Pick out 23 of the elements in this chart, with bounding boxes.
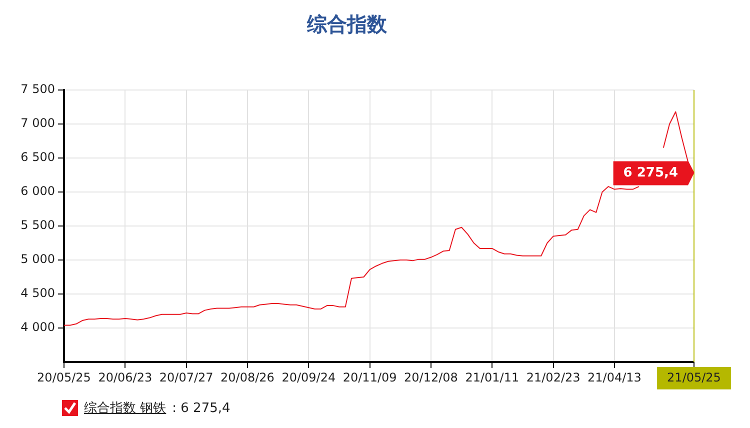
x-tick-label: 20/09/24 [282,370,336,384]
x-tick-label: 20/07/27 [159,370,214,384]
y-tick-label: 4 000 [20,320,55,334]
x-tick-label: 21/02/23 [526,370,580,384]
x-tick-label: 20/05/25 [37,370,91,384]
annotation: 6 275,4 [623,166,678,181]
x-tick-label: 20/06/23 [98,370,152,384]
y-tick-label: 5 000 [20,252,55,266]
chart-title: 综合指数 [306,12,388,36]
x-tick-label: 20/08/26 [220,370,274,384]
y-tick-label: 6 500 [20,150,55,164]
y-tick-label: 4 500 [20,286,55,300]
legend-label: 综合指数 钢铁 [84,400,166,417]
x-tick-label: 20/11/09 [342,370,397,384]
y-tick-label: 7 000 [20,116,55,130]
y-tick-label: 7 500 [20,82,55,96]
text: : 6 275,4 [172,400,230,416]
x-tick-label: 21/01/11 [465,370,520,384]
x-tick-label: 21/04/13 [588,370,642,384]
x-tick-label: 21/05/25 [667,370,721,384]
x-tick-label: 20/12/08 [404,370,458,384]
y-tick-label: 6 000 [20,184,55,198]
y-tick-label: 5 500 [20,218,55,232]
